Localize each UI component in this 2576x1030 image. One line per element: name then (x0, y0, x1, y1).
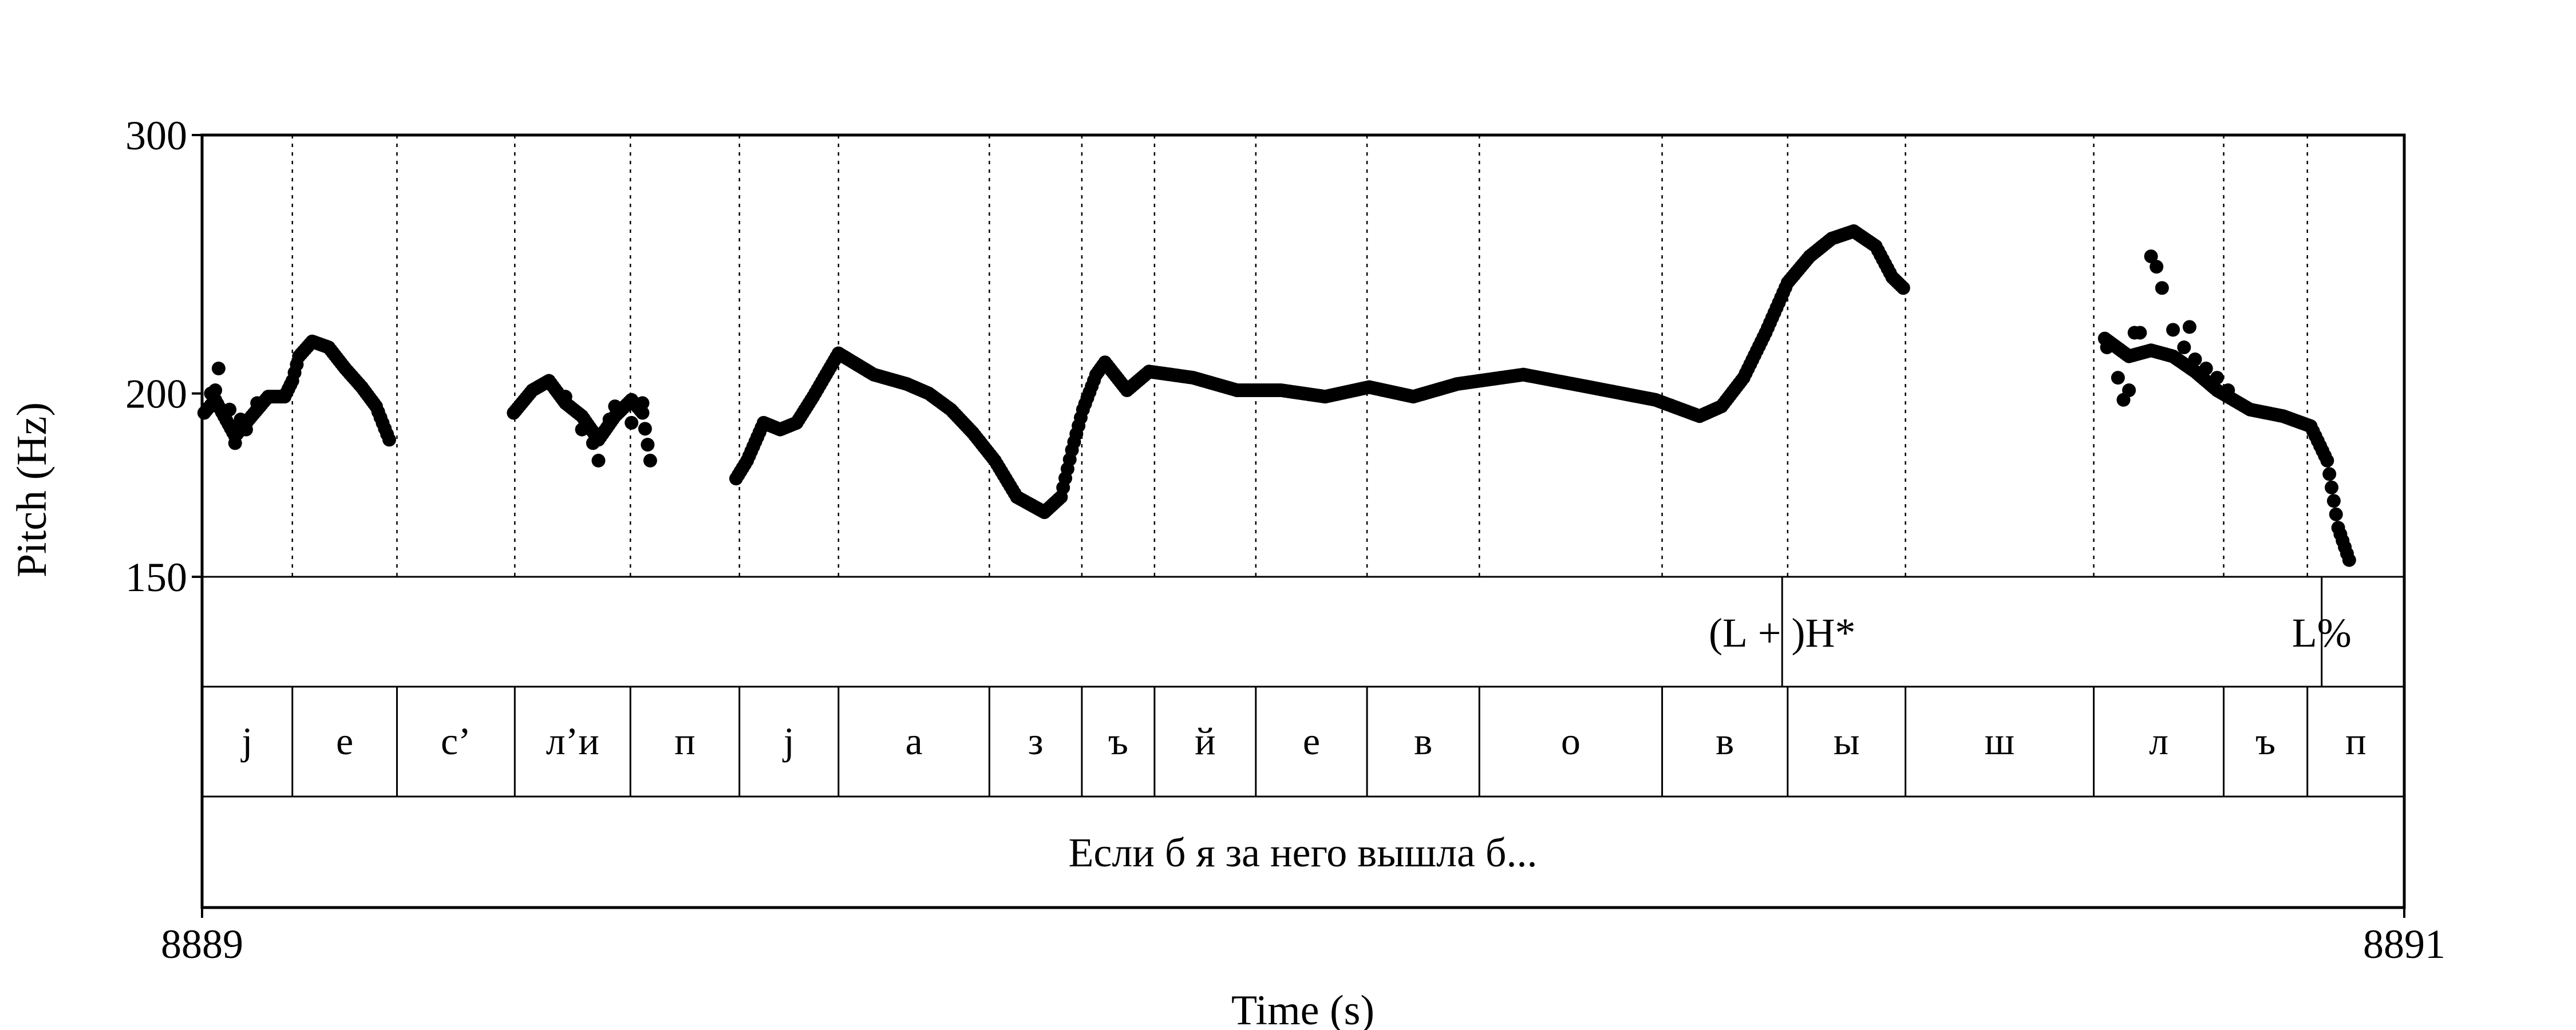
segment-label: з (1028, 719, 1044, 763)
pitch-points (197, 224, 2356, 567)
plot-frame (200, 133, 2406, 909)
segment-label: ы (1834, 719, 1860, 763)
segment-label: е (336, 719, 353, 763)
pitch-point (641, 438, 655, 452)
y-axis-title: Pitch (Hz) (9, 402, 56, 577)
segment-label: ъ (2255, 719, 2275, 763)
pitch-point (2182, 320, 2196, 334)
pitch-point (211, 361, 226, 375)
segment-label: j (783, 719, 795, 763)
pitch-point (2111, 371, 2125, 385)
pitch-point (630, 399, 644, 414)
pitch-point (234, 413, 248, 427)
segment-label: е (1303, 719, 1320, 763)
pitch-point (2177, 340, 2191, 355)
pitch-point (2188, 352, 2202, 366)
segment-label: в (1414, 719, 1432, 763)
pitch-point (250, 396, 264, 410)
pitch-point (2325, 480, 2339, 494)
x-axis: 8889 8891 (161, 908, 2445, 967)
pitch-point (602, 413, 617, 427)
segment-label: л’и (546, 719, 599, 763)
pitch-point (2144, 249, 2158, 264)
pitch-point (2322, 467, 2337, 481)
segment-label: j (240, 719, 252, 763)
pitch-point (2155, 281, 2169, 295)
pitch-point (643, 453, 657, 468)
pitch-point (2199, 361, 2213, 375)
segment-label: ш (1985, 719, 2014, 763)
pitch-point (2342, 553, 2356, 567)
pitch-point (2166, 323, 2180, 337)
pitch-point (239, 422, 253, 437)
x-tick-label: 8891 (2363, 921, 2445, 967)
pitch-point (575, 422, 589, 437)
segment-label: й (1195, 719, 1215, 763)
pitch-point (2150, 260, 2164, 274)
pitch-point (2210, 371, 2225, 385)
pitch-point (608, 399, 622, 414)
tone-label: L% (2292, 610, 2352, 656)
pitch-point (208, 383, 223, 398)
x-tick-label: 8889 (161, 921, 243, 967)
segment-tier: j е с’ л’и п j а з ъ й е в о в ы ш л ъ п (240, 687, 2366, 797)
pitch-point (558, 390, 572, 404)
pitch-point (223, 402, 237, 417)
pitch-point (2122, 383, 2136, 398)
pitch-point (638, 422, 652, 436)
pitch-point (228, 436, 242, 450)
pitch-point (586, 436, 600, 450)
y-tick-label: 300 (125, 113, 187, 159)
segment-label: в (1716, 719, 1734, 763)
y-tick-label: 200 (125, 371, 187, 417)
pitch-point (2329, 507, 2343, 521)
pitch-point (591, 453, 606, 468)
utterance-text: Если б я за него вышла б... (1068, 830, 1537, 876)
segment-label: п (2345, 719, 2366, 763)
segment-label: п (674, 719, 695, 763)
y-tick-label: 150 (125, 554, 187, 600)
tone-tier: (L + )H* L% (1709, 577, 2352, 687)
pitch-point (382, 433, 396, 447)
y-axis: 150 200 300 (125, 113, 202, 600)
segment-label: ъ (1108, 719, 1128, 763)
pitch-point (2326, 494, 2341, 508)
pitch-point (2100, 340, 2114, 355)
pitch-point (625, 415, 639, 430)
pitch-point (2221, 383, 2235, 398)
segment-label: а (905, 719, 922, 763)
segment-label: о (1561, 719, 1581, 763)
pitch-point (1896, 281, 1910, 295)
segment-gridlines (291, 135, 2308, 577)
pitch-point (2127, 326, 2142, 340)
tone-label: (L + )H* (1709, 610, 1856, 656)
segment-label: л (2149, 719, 2168, 763)
segment-label: с’ (441, 719, 471, 763)
x-axis-title: Time (s) (1231, 987, 1374, 1030)
pitch-point (2320, 453, 2334, 468)
